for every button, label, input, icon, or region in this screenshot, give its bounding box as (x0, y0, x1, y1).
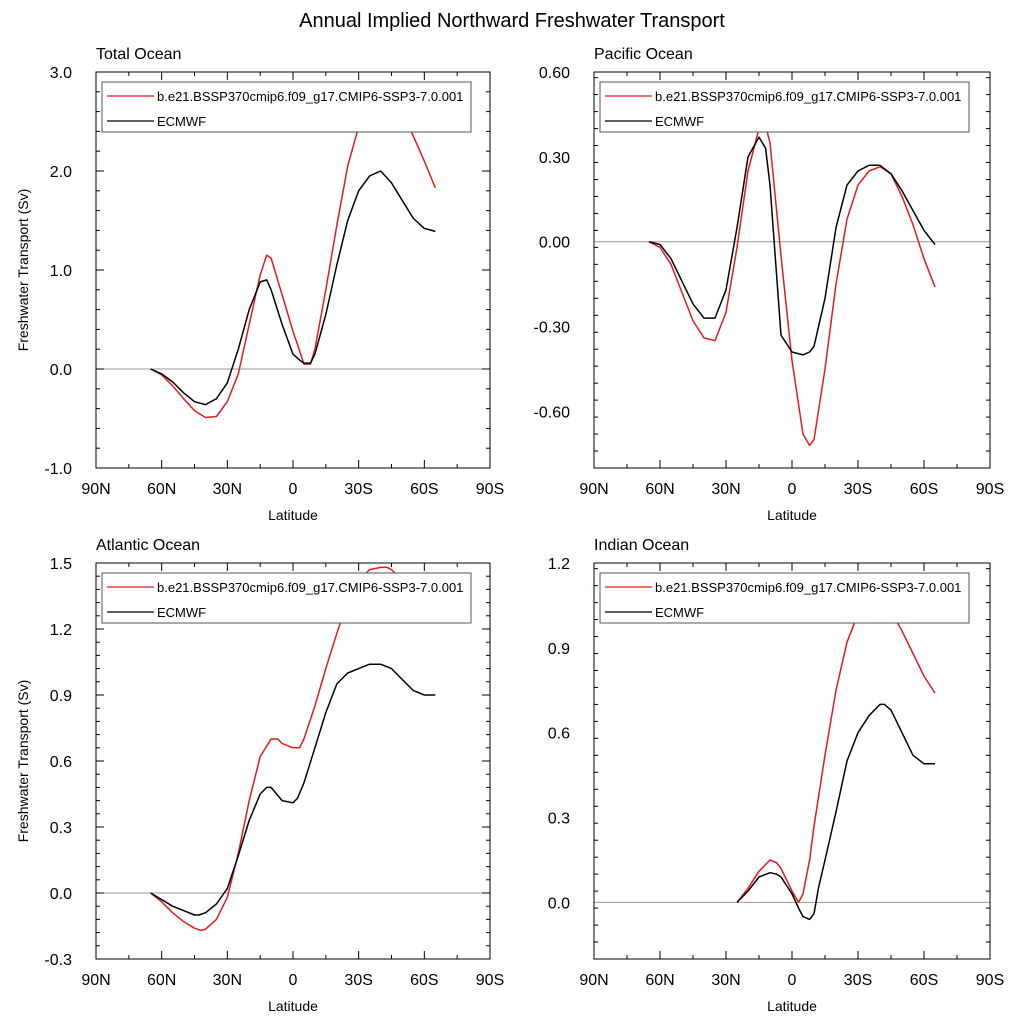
y-tick-label: 0.0 (50, 886, 72, 903)
legend: b.e21.BSSP370cmip6.f09_g17.CMIP6-SSP3-7.… (599, 81, 970, 133)
x-axis-label: Latitude (268, 998, 318, 1014)
x-axis-label: Latitude (767, 507, 817, 523)
y-tick-label: -0.60 (534, 404, 571, 421)
x-tick-label: 90N (81, 972, 110, 989)
x-tick-label: 30N (213, 972, 242, 989)
legend-label: ECMWF (157, 605, 206, 620)
x-tick-label: 30N (213, 481, 242, 498)
y-tick-label: -0.30 (534, 320, 571, 337)
x-tick-label: 60N (645, 972, 674, 989)
x-tick-label: 90N (81, 481, 110, 498)
x-tick-label: 60S (410, 481, 438, 498)
legend-box (599, 572, 970, 624)
x-tick-label: 30S (344, 481, 372, 498)
series-line-ecmwf (736, 703, 935, 921)
x-tick-label: 30S (844, 481, 872, 498)
figure-title: Annual Implied Northward Freshwater Tran… (299, 10, 725, 32)
legend-label: b.e21.BSSP370cmip6.f09_g17.CMIP6-SSP3-7.… (157, 580, 463, 595)
y-tick-label: 0.30 (539, 150, 570, 167)
x-tick-label: 90N (579, 972, 608, 989)
legend-label: ECMWF (655, 114, 704, 129)
x-tick-label: 90S (476, 972, 504, 989)
series-line-model (648, 124, 936, 447)
plot-frame (593, 562, 991, 960)
panel-indian-ocean: Indian Ocean 90N 60N 30N 0 30S 60S 90S 0.0 0.3 0.6… (548, 537, 1004, 1014)
panel-title: Total Ocean (96, 46, 181, 63)
x-tick-label: 0 (788, 481, 797, 498)
panel-title: Atlantic Ocean (96, 537, 200, 554)
y-tick-label: -0.3 (44, 952, 72, 969)
y-tick-label: 0.6 (50, 754, 72, 771)
x-tick-label: 30S (844, 972, 872, 989)
y-tick-label: 0.3 (548, 811, 570, 828)
x-tick-label: 0 (289, 972, 298, 989)
legend: b.e21.BSSP370cmip6.f09_g17.CMIP6-SSP3-7.… (101, 572, 472, 624)
y-tick-label: -1.0 (44, 461, 72, 478)
x-tick-label: 30N (711, 972, 740, 989)
y-tick-label: 0.9 (50, 688, 72, 705)
x-tick-label: 60N (147, 972, 176, 989)
series-line-ecmwf (150, 663, 436, 916)
x-tick-label: 90S (976, 972, 1004, 989)
panel-atlantic-ocean: Atlantic Ocean 90N 60N 30N 0 30S 60S 90S -0.3 0.0… (15, 537, 504, 1014)
y-tick-label: 1.0 (50, 263, 72, 280)
x-tick-label: 0 (788, 972, 797, 989)
x-tick-label: 60N (645, 481, 674, 498)
legend-label: b.e21.BSSP370cmip6.f09_g17.CMIP6-SSP3-7.… (655, 580, 961, 595)
legend: b.e21.BSSP370cmip6.f09_g17.CMIP6-SSP3-7.… (101, 81, 472, 133)
panel-pacific-ocean: Pacific Ocean 90N 60N 30N 0 30S 60S 90S -0.60 -0.… (534, 46, 1005, 523)
plot-frame (95, 562, 491, 960)
x-tick-label: 90S (476, 481, 504, 498)
x-tick-label: 90N (579, 481, 608, 498)
legend-box (101, 81, 472, 133)
legend-label: b.e21.BSSP370cmip6.f09_g17.CMIP6-SSP3-7.… (655, 89, 961, 104)
legend-box (101, 572, 472, 624)
y-tick-label: 0.3 (50, 820, 72, 837)
y-axis-label: Freshwater Transport (Sv) (15, 680, 31, 843)
legend: b.e21.BSSP370cmip6.f09_g17.CMIP6-SSP3-7.… (599, 572, 970, 624)
x-tick-label: 60N (147, 481, 176, 498)
y-axis-label: Freshwater Transport (Sv) (15, 189, 31, 352)
y-tick-label: 1.2 (548, 556, 570, 573)
panel-title: Pacific Ocean (594, 46, 693, 63)
panels: Total Ocean 90N 60N 30N 0 30S 60S 90S -1.0 0.0 1.0… (15, 46, 1004, 1014)
x-tick-label: 30S (344, 972, 372, 989)
x-tick-label: 60S (910, 481, 938, 498)
panel-total-ocean: Total Ocean 90N 60N 30N 0 30S 60S 90S -1.0 0.0 1.0… (15, 46, 504, 523)
plot-frame (95, 71, 491, 469)
legend-label: ECMWF (655, 605, 704, 620)
x-axis-label: Latitude (268, 507, 318, 523)
x-tick-label: 90S (976, 481, 1004, 498)
series-line-model (150, 566, 436, 932)
x-tick-label: 60S (910, 972, 938, 989)
y-tick-label: 3.0 (50, 65, 72, 82)
y-tick-label: 1.2 (50, 622, 72, 639)
y-tick-label: 0.60 (539, 65, 570, 82)
y-tick-label: 0.0 (548, 895, 570, 912)
x-axis-label: Latitude (767, 998, 817, 1014)
y-tick-label: 0.0 (50, 362, 72, 379)
panel-title: Indian Ocean (594, 537, 689, 554)
legend-label: b.e21.BSSP370cmip6.f09_g17.CMIP6-SSP3-7.… (157, 89, 463, 104)
legend-label: ECMWF (157, 114, 206, 129)
series-line-ecmwf (648, 136, 936, 356)
x-tick-label: 30N (711, 481, 740, 498)
y-tick-label: 2.0 (50, 164, 72, 181)
y-tick-label: 0.6 (548, 726, 570, 743)
y-tick-label: 1.5 (50, 556, 72, 573)
series-line-ecmwf (150, 170, 436, 406)
plot-frame (593, 71, 991, 469)
y-tick-label: 0.9 (548, 641, 570, 658)
legend-box (599, 81, 970, 133)
x-tick-label: 0 (289, 481, 298, 498)
y-tick-label: 0.00 (539, 235, 570, 252)
x-tick-label: 60S (410, 972, 438, 989)
